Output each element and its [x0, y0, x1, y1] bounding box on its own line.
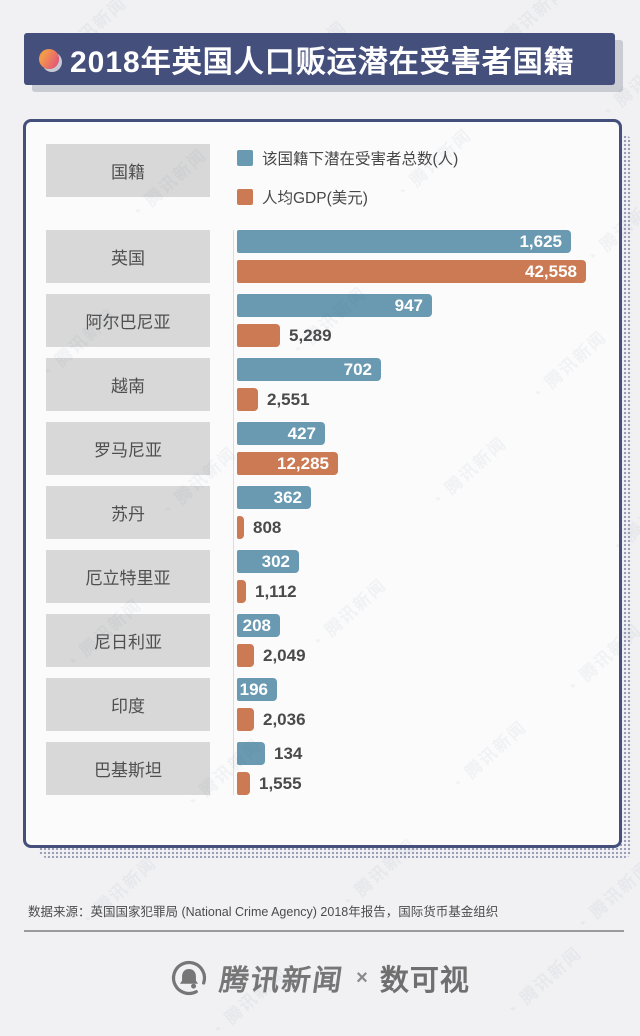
legend-item-gdp: 人均GDP(美元): [237, 186, 458, 208]
bullet-dot-icon: [39, 49, 59, 69]
gdp-bar: 2,551: [237, 388, 310, 411]
gdp-bar: 808: [237, 516, 281, 539]
legend: 该国籍下潜在受害者总数(人) 人均GDP(美元): [237, 147, 458, 208]
country-row: 巴基斯坦 134 1,555: [46, 742, 612, 795]
victims-value: 302: [261, 552, 290, 571]
gdp-value: 5,289: [289, 325, 332, 345]
gdp-bar: 2,049: [237, 644, 306, 667]
watermark: ◔ 腾讯新闻: [572, 857, 640, 935]
country-label: 厄立特里亚: [46, 550, 210, 603]
gdp-value: 808: [253, 517, 282, 537]
victims-bar: 1,625: [237, 230, 571, 253]
gdp-bar: 12,285: [237, 452, 338, 475]
country-label: 越南: [46, 358, 210, 411]
gdp-bar: 2,036: [237, 708, 306, 731]
country-label: 印度: [46, 678, 210, 731]
country-row: 英国 1,625 42,558: [46, 230, 612, 283]
gdp-bar: 1,112: [237, 580, 297, 603]
victims-bar: 302: [237, 550, 299, 573]
country-row: 越南 702 2,551: [46, 358, 612, 411]
country-label: 巴基斯坦: [46, 742, 210, 795]
victims-bar: 134: [237, 742, 302, 765]
victims-bar: 427: [237, 422, 325, 445]
legend-swatch-victims-icon: [237, 150, 253, 166]
legend-item-victims: 该国籍下潜在受害者总数(人): [237, 147, 458, 169]
title-banner: 2018年英国人口贩运潜在受害者国籍: [24, 33, 615, 85]
country-row: 阿尔巴尼亚 947 5,289: [46, 294, 612, 347]
gdp-bar: 5,289: [237, 324, 332, 347]
data-source-note: 数据来源：英国国家犯罪局 (National Crime Agency) 201…: [28, 905, 499, 919]
gdp-value: 1,112: [255, 581, 297, 601]
victims-value: 702: [343, 360, 372, 379]
gdp-value: 12,285: [277, 454, 329, 473]
victims-bar: 947: [237, 294, 432, 317]
country-row: 罗马尼亚 427 12,285: [46, 422, 612, 475]
country-label: 苏丹: [46, 486, 210, 539]
tencent-news-bell-icon: [172, 960, 207, 996]
gdp-value: 42,558: [525, 262, 577, 281]
page-title: 2018年英国人口贩运潜在受害者国籍: [70, 46, 575, 79]
country-row: 厄立特里亚 302 1,112: [46, 550, 612, 603]
gdp-value: 2,036: [263, 709, 306, 729]
country-label: 阿尔巴尼亚: [46, 294, 210, 347]
victims-bar: 196: [237, 678, 277, 701]
country-row: 印度 196 2,036: [46, 678, 612, 731]
country-label: 英国: [46, 230, 210, 283]
victims-bar: 362: [237, 486, 311, 509]
country-label: 尼日利亚: [46, 614, 210, 667]
axis-baseline: [233, 230, 234, 795]
legend-label-gdp: 人均GDP(美元): [262, 190, 368, 207]
gdp-value: 1,555: [259, 773, 302, 793]
country-label: 罗马尼亚: [46, 422, 210, 475]
gdp-bar: 1,555: [237, 772, 302, 795]
victims-value: 134: [274, 743, 303, 763]
victims-value: 427: [287, 424, 316, 443]
gdp-bar: 42,558: [237, 260, 586, 283]
victims-bar: 208: [237, 614, 280, 637]
gdp-value: 2,049: [263, 645, 306, 665]
victims-value: 1,625: [519, 232, 562, 251]
country-row: 苏丹 362 808: [46, 486, 612, 539]
country-row: 尼日利亚 208 2,049: [46, 614, 612, 667]
legend-swatch-gdp-icon: [237, 189, 253, 205]
chart-panel: 国籍 该国籍下潜在受害者总数(人) 人均GDP(美元) 英国 1,625 42,…: [23, 119, 622, 848]
footer-divider: [24, 930, 624, 932]
victims-value: 208: [242, 616, 271, 635]
branding-row: 腾讯新闻 × 数可视: [0, 956, 640, 1000]
tencent-news-logotype: 腾讯新闻: [217, 965, 346, 997]
gdp-value: 2,551: [267, 389, 310, 409]
datavis-logotype: 数可视: [379, 965, 470, 997]
victims-bar: 702: [237, 358, 381, 381]
column-header-nationality: 国籍: [46, 144, 210, 197]
victims-value: 196: [239, 680, 268, 699]
collab-x-mark: ×: [356, 966, 368, 989]
legend-label-victims: 该国籍下潜在受害者总数(人): [262, 151, 459, 168]
victims-value: 947: [394, 296, 423, 315]
victims-value: 362: [273, 488, 302, 507]
